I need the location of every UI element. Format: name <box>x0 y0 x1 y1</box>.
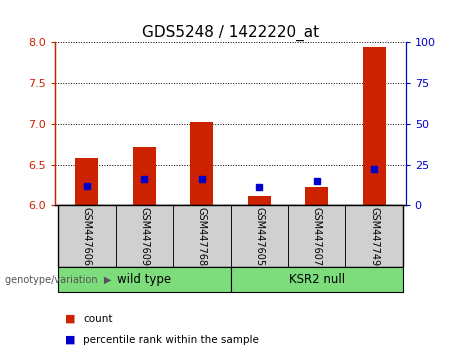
Text: GSM447768: GSM447768 <box>197 207 207 266</box>
Bar <box>248 195 271 205</box>
Bar <box>190 122 213 205</box>
Text: GSM447606: GSM447606 <box>82 207 92 266</box>
Text: genotype/variation  ▶: genotype/variation ▶ <box>5 275 111 285</box>
Text: KSR2 null: KSR2 null <box>289 273 345 286</box>
Bar <box>363 47 385 205</box>
Bar <box>288 205 345 267</box>
Text: ■: ■ <box>65 314 75 324</box>
Text: GSM447605: GSM447605 <box>254 207 264 266</box>
Bar <box>230 267 403 292</box>
Bar <box>305 187 328 205</box>
Bar <box>116 205 173 267</box>
Bar <box>345 205 403 267</box>
Bar <box>173 205 230 267</box>
Text: GSM447607: GSM447607 <box>312 207 322 266</box>
Bar <box>76 158 98 205</box>
Bar <box>58 267 230 292</box>
Text: wild type: wild type <box>117 273 171 286</box>
Text: GSM447609: GSM447609 <box>139 207 149 266</box>
Text: ■: ■ <box>65 335 75 345</box>
Text: GSM447749: GSM447749 <box>369 207 379 266</box>
Bar <box>58 205 116 267</box>
Title: GDS5248 / 1422220_at: GDS5248 / 1422220_at <box>142 25 319 41</box>
Bar <box>230 205 288 267</box>
Text: count: count <box>83 314 112 324</box>
Bar <box>133 147 156 205</box>
Text: percentile rank within the sample: percentile rank within the sample <box>83 335 259 345</box>
